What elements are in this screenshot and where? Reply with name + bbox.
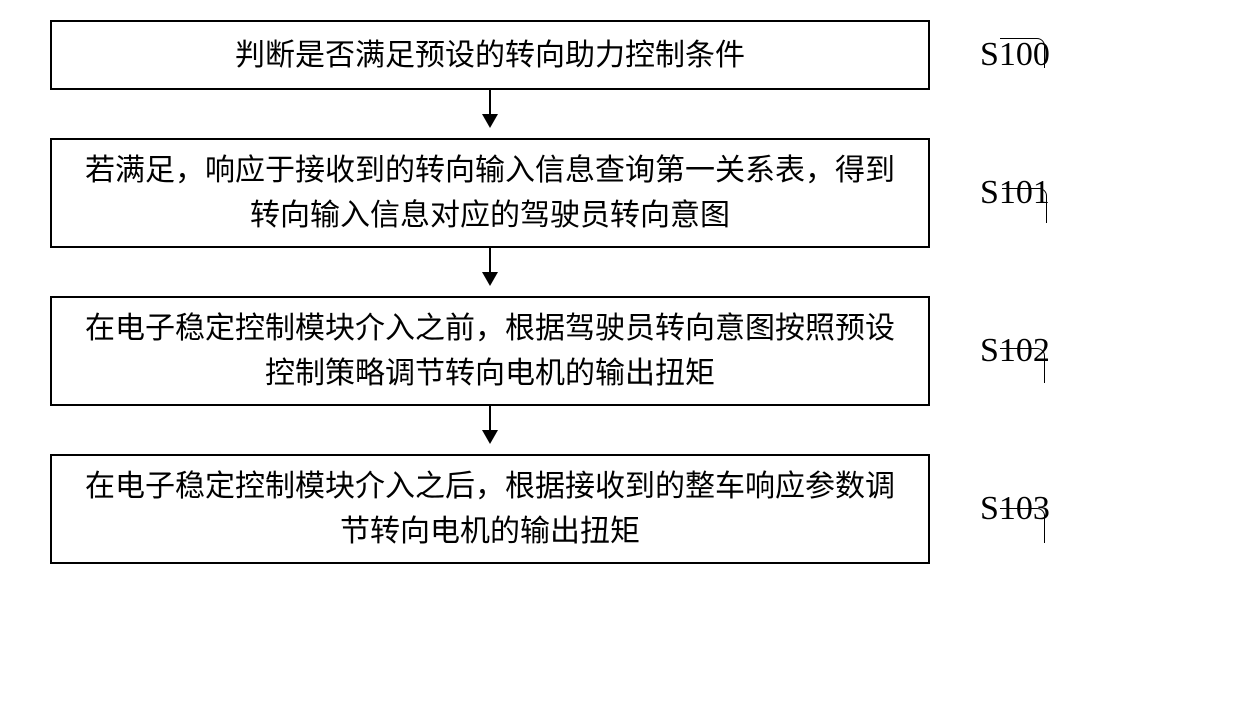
connector-line-3 — [1000, 508, 1045, 543]
arrow-line-2 — [489, 406, 491, 442]
connector-line-0 — [1000, 38, 1045, 68]
step-text-0: 判断是否满足预设的转向助力控制条件 — [235, 33, 745, 78]
arrow-line-0 — [489, 90, 491, 126]
step-box-2: 在电子稳定控制模块介入之前，根据驾驶员转向意图按照预设控制策略调节转向电机的输出… — [50, 296, 930, 406]
arrow-1 — [50, 248, 930, 296]
arrow-line-1 — [489, 248, 491, 284]
arrow-2 — [50, 406, 930, 454]
step-text-1: 若满足，响应于接收到的转向输入信息查询第一关系表，得到转向输入信息对应的驾驶员转… — [72, 148, 908, 238]
step-box-0: 判断是否满足预设的转向助力控制条件 — [50, 20, 930, 90]
flowchart-container: 判断是否满足预设的转向助力控制条件 S100 若满足，响应于接收到的转向输入信息… — [50, 20, 1190, 564]
step-box-3: 在电子稳定控制模块介入之后，根据接收到的整车响应参数调节转向电机的输出扭矩 — [50, 454, 930, 564]
arrow-0 — [50, 90, 930, 138]
step-box-1: 若满足，响应于接收到的转向输入信息查询第一关系表，得到转向输入信息对应的驾驶员转… — [50, 138, 930, 248]
connector-line-2 — [1000, 348, 1045, 383]
step-text-3: 在电子稳定控制模块介入之后，根据接收到的整车响应参数调节转向电机的输出扭矩 — [72, 464, 908, 554]
connector-line-1 — [1002, 188, 1047, 223]
step-text-2: 在电子稳定控制模块介入之前，根据驾驶员转向意图按照预设控制策略调节转向电机的输出… — [72, 306, 908, 396]
